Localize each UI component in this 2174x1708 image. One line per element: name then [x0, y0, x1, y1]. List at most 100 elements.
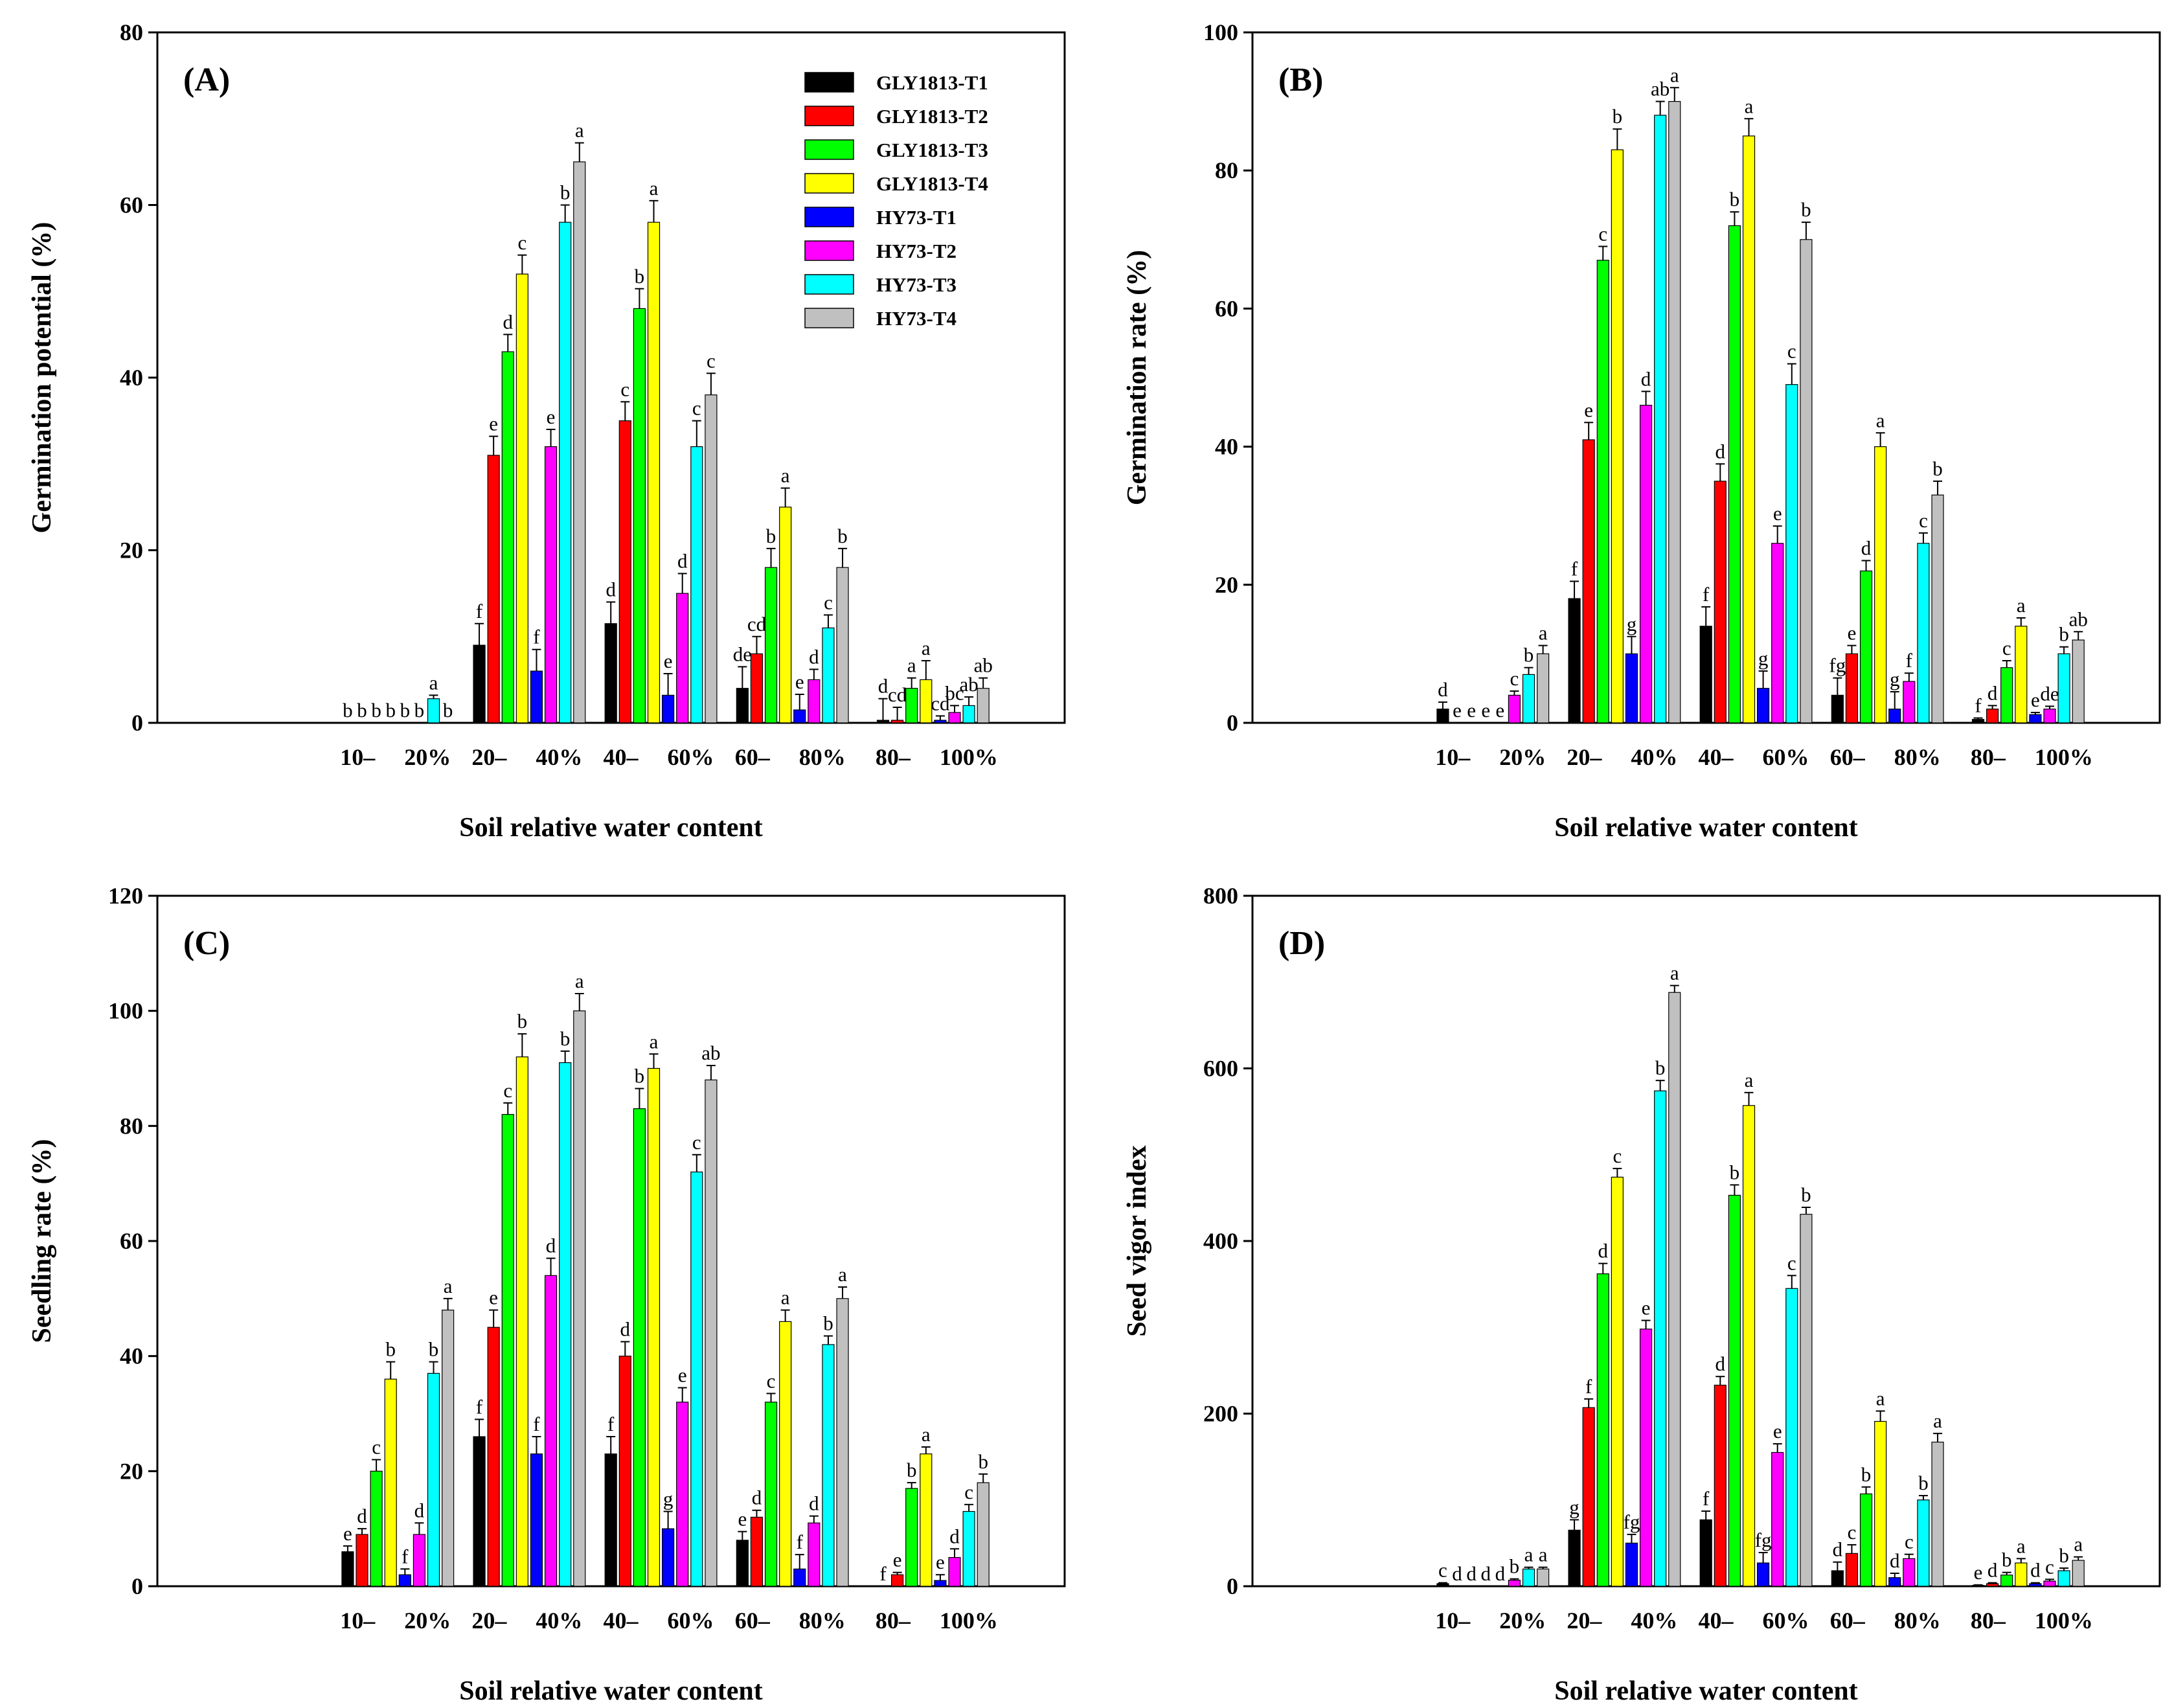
- significance-letter: g: [1569, 1496, 1580, 1518]
- significance-letter: b: [635, 265, 645, 288]
- legend-item: HY73-T4: [804, 307, 957, 330]
- bar: [1654, 1090, 1667, 1587]
- significance-letter: c: [1919, 509, 1928, 532]
- significance-letter: e: [489, 1286, 498, 1309]
- significance-letter: b: [837, 525, 848, 547]
- x-tick-label: 40%: [1631, 744, 1677, 770]
- x-tick-label: 60%: [1763, 1608, 1809, 1634]
- bar: [384, 1378, 397, 1587]
- significance-letter: b: [1730, 188, 1740, 211]
- bar: [905, 688, 918, 723]
- significance-letter: de: [2040, 682, 2059, 705]
- significance-letter: d: [878, 675, 889, 698]
- significance-letter: b: [357, 699, 367, 722]
- bar: [1831, 1570, 1844, 1587]
- y-tick-label: 0: [1227, 1573, 1238, 1599]
- significance-letter: a: [1745, 1069, 1754, 1091]
- bar: [662, 1528, 675, 1587]
- y-tick-label: 20: [1215, 572, 1238, 598]
- significance-letter: e: [1453, 699, 1462, 722]
- significance-letter: c: [1787, 340, 1796, 363]
- significance-letter: a: [2074, 1533, 2083, 1556]
- bar: [1582, 439, 1595, 723]
- legend-label: HY73-T2: [876, 240, 957, 262]
- significance-letter: a: [2017, 1534, 2026, 1557]
- significance-letter: cd: [931, 692, 950, 714]
- significance-letter: c: [2002, 637, 2011, 659]
- bar: [662, 694, 675, 723]
- significance-letter: d: [1861, 536, 1872, 559]
- bar-group: 40– 60% f d b a g e c b: [1699, 95, 1813, 770]
- bar-group: 40– 60% d c b a e d c c: [604, 177, 718, 770]
- significance-letter: c: [707, 349, 716, 372]
- bar: [544, 446, 558, 723]
- significance-letter: g: [663, 1488, 674, 1510]
- bar: [948, 1556, 961, 1587]
- significance-letter: a: [922, 637, 931, 659]
- significance-letter: b: [560, 181, 571, 204]
- bar: [573, 161, 586, 723]
- significance-letter: f: [1975, 694, 1982, 717]
- significance-letter: e: [1642, 1297, 1651, 1319]
- y-tick-label: 100: [1203, 19, 1238, 45]
- bar: [920, 679, 933, 723]
- bar: [1654, 115, 1667, 723]
- significance-letter: b: [2002, 1549, 2012, 1571]
- bar: [2043, 709, 2056, 723]
- bar: [1986, 709, 1999, 723]
- bar: [2043, 1580, 2056, 1587]
- legend-label: HY73-T1: [876, 206, 957, 229]
- y-axis-label: Seedling rate (%): [27, 1139, 57, 1343]
- bar: [920, 1453, 933, 1587]
- bar: [1757, 688, 1770, 723]
- bar: [559, 1062, 572, 1587]
- significance-letter: a: [575, 970, 584, 992]
- significance-letter: e: [664, 650, 673, 672]
- significance-letter: cd: [747, 613, 767, 635]
- y-tick-label: 60: [120, 1228, 143, 1254]
- significance-letter: e: [1773, 1420, 1782, 1442]
- bar: [822, 1344, 835, 1587]
- significance-letter: b: [414, 699, 425, 722]
- significance-letter: d: [809, 1492, 819, 1515]
- significance-letter: a: [922, 1423, 931, 1446]
- bar: [530, 1453, 543, 1587]
- bar: [1537, 1568, 1550, 1587]
- bar: [604, 1453, 617, 1587]
- significance-letter: c: [620, 378, 629, 400]
- x-tick-label: 40–: [1699, 1608, 1734, 1634]
- significance-letter: e: [893, 1549, 902, 1571]
- bar: [487, 455, 500, 723]
- significance-letter: f: [1703, 583, 1710, 606]
- legend-swatch: [804, 207, 854, 227]
- panel-a: 0 20 40 60 80 Germination potential (%) Soil r…: [27, 19, 1066, 843]
- x-tick-label: 40–: [604, 1608, 639, 1634]
- bar: [1714, 1384, 1727, 1587]
- significance-letter: b: [371, 699, 381, 722]
- significance-letter: c: [2045, 1555, 2054, 1578]
- bar: [573, 1010, 586, 1587]
- bar: [1699, 626, 1712, 723]
- significance-letter: c: [824, 591, 833, 613]
- bar: [764, 567, 778, 723]
- significance-letter: d: [1715, 1352, 1726, 1375]
- bar: [690, 1171, 703, 1587]
- significance-letter: b: [1655, 1056, 1666, 1079]
- x-tick-label: 10–: [1435, 1608, 1471, 1634]
- y-tick-label: 80: [1215, 157, 1238, 183]
- bar: [1714, 481, 1727, 723]
- bar: [1625, 653, 1638, 723]
- legend-swatch: [804, 173, 854, 194]
- significance-letter: b: [385, 699, 396, 722]
- bar: [891, 1574, 904, 1587]
- significance-letter: c: [1598, 222, 1607, 245]
- significance-letter: d: [357, 1505, 367, 1527]
- y-tick-label: 40: [1215, 434, 1238, 460]
- significance-letter: d: [949, 1525, 960, 1547]
- legend: GLY1813-T1 GLY1813-T2 GLY1813-T3 GLY1813-T4…: [804, 71, 988, 330]
- significance-letter: f: [476, 600, 483, 622]
- x-tick-label: 60–: [1830, 744, 1866, 770]
- significance-letter: d: [1438, 678, 1448, 701]
- legend-swatch: [804, 274, 854, 295]
